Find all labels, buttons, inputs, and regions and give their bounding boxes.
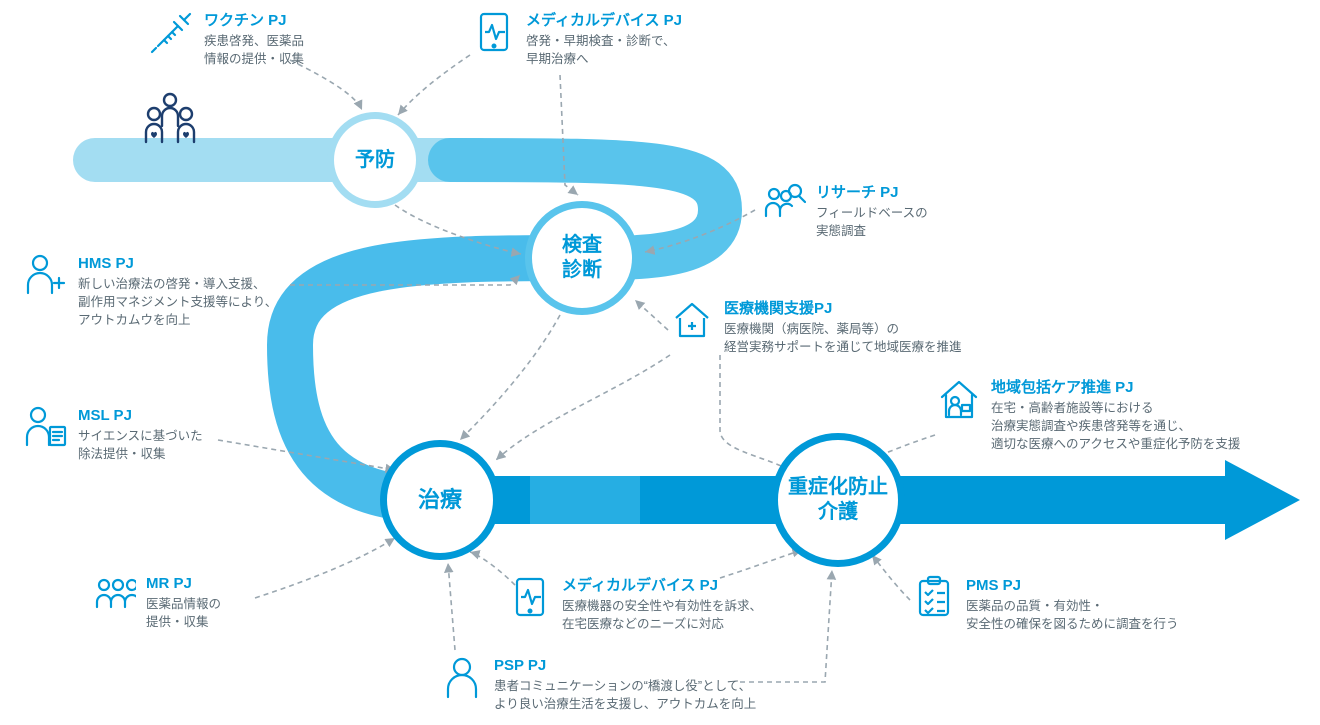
stage-prevention: 予防 (327, 112, 423, 208)
pj-desc: フィールドベースの 実態調査 (816, 204, 928, 240)
pj-desc: 患者コミュニケーションの“橋渡し役”として、 より良い治療生活を支援し、アウトカ… (494, 677, 756, 713)
connector-facility-exam (635, 300, 668, 330)
person-plus-icon (24, 253, 68, 297)
research-icon (762, 182, 806, 226)
person-icon (440, 655, 484, 699)
pj-regional: 地域包括ケア推進 PJ在宅・高齢者施設等における 治療実態調査や疾患啓発等を通じ… (937, 377, 1240, 453)
pj-desc: 在宅・高齢者施設等における 治療実態調査や疾患啓発等を通じ、 適切な医療へのアク… (991, 399, 1240, 453)
person-doc-icon (24, 405, 68, 449)
pj-desc: 医療機関（病医院、薬局等）の 経営実務サポートを通じて地域医療を推進 (724, 320, 962, 356)
pj-title: メディカルデバイス PJ (562, 575, 762, 597)
pj-vaccine: ワクチン PJ疾患啓発、医薬品 情報の提供・収集 (150, 10, 304, 68)
connector-psp-treatment (448, 563, 455, 650)
connector-facility-severe (720, 355, 790, 470)
people-heart-icon (140, 92, 200, 151)
pj-title: PMS PJ (966, 575, 1179, 597)
clipboard-icon (912, 575, 956, 619)
connector-meddev2-severe (720, 550, 802, 578)
stage-severe: 重症化防止 介護 (771, 433, 905, 567)
pj-desc: 啓発・早期検査・診断で、 早期治療へ (526, 32, 682, 68)
pj-meddev2: メディカルデバイス PJ医療機器の安全性や有効性を訴求、 在宅医療などのニーズに… (508, 575, 762, 633)
device-icon (508, 575, 552, 619)
pj-desc: 疾患啓発、医薬品 情報の提供・収集 (204, 32, 304, 68)
diagram-canvas: 予防 検査 診断 治療 重症化防止 介護 ワクチン PJ疾患啓発、医薬品 情報の… (0, 0, 1320, 725)
pj-psp: PSP PJ患者コミュニケーションの“橋渡し役”として、 より良い治療生活を支援… (440, 655, 756, 713)
pj-hms: HMS PJ新しい治療法の啓発・導入支援、 副作用マネジメント支援等により、 ア… (24, 253, 277, 329)
pj-title: ワクチン PJ (204, 10, 304, 32)
home-care-icon (937, 377, 981, 421)
pj-facility: 医療機関支援PJ医療機関（病医院、薬局等）の 経営実務サポートを通じて地域医療を… (670, 298, 962, 356)
pj-msl: MSL PJサイエンスに基づいた 除法提供・収集 (24, 405, 203, 463)
connector-pms-severe (872, 555, 910, 600)
river-arrowhead (1225, 460, 1300, 540)
pj-title: HMS PJ (78, 253, 277, 275)
pj-desc: 医薬品情報の 提供・収集 (146, 595, 221, 631)
pj-title: 医療機関支援PJ (724, 298, 962, 320)
pj-research: リサーチ PJフィールドベースの 実態調査 (762, 182, 928, 240)
hospital-icon (670, 298, 714, 342)
pj-title: リサーチ PJ (816, 182, 928, 204)
connector-mr-treatment (255, 538, 395, 598)
pj-desc: 医薬品の品質・有効性・ 安全性の確保を図るために調査を行う (966, 597, 1179, 633)
pj-title: メディカルデバイス PJ (526, 10, 682, 32)
pj-title: MR PJ (146, 573, 221, 595)
stage-treatment: 治療 (380, 440, 500, 560)
device-icon (472, 10, 516, 54)
connector-exam-treatment (460, 315, 560, 440)
pj-title: PSP PJ (494, 655, 756, 677)
pj-pms: PMS PJ医薬品の品質・有効性・ 安全性の確保を図るために調査を行う (912, 575, 1179, 633)
stage-exam: 検査 診断 (525, 201, 639, 315)
syringe-icon (150, 10, 194, 54)
pj-desc: 新しい治療法の啓発・導入支援、 副作用マネジメント支援等により、 アウトカムウを… (78, 275, 277, 329)
pj-desc: サイエンスに基づいた 除法提供・収集 (78, 427, 203, 463)
pj-desc: 医療機器の安全性や有効性を訴求、 在宅医療などのニーズに対応 (562, 597, 762, 633)
pj-title: 地域包括ケア推進 PJ (991, 377, 1240, 399)
pj-title: MSL PJ (78, 405, 203, 427)
pj-meddev1: メディカルデバイス PJ啓発・早期検査・診断で、 早期治療へ (472, 10, 682, 68)
people-icon (92, 573, 136, 617)
pj-mr: MR PJ医薬品情報の 提供・収集 (92, 573, 221, 631)
connector-meddev1-prevention (398, 55, 470, 115)
